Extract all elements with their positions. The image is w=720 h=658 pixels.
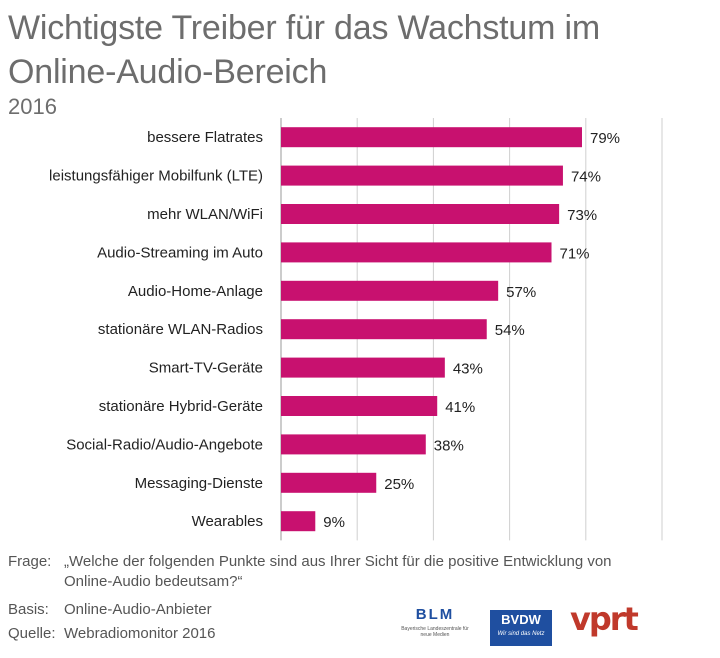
vprt-logo: vprt bbox=[570, 600, 639, 638]
category-label: stationäre Hybrid-Geräte bbox=[99, 398, 263, 415]
value-label: 79% bbox=[590, 130, 620, 147]
value-label: 38% bbox=[434, 437, 464, 454]
footer-question-text: „Welche der folgenden Punkte sind aus Ih… bbox=[64, 553, 612, 590]
blm-logo-subtext: Bayerische Landeszentrale für neue Medie… bbox=[401, 626, 469, 638]
bar bbox=[281, 434, 426, 455]
footer-question: Frage: „Welche der folgenden Punkte sind… bbox=[8, 552, 708, 594]
bar-chart: bessere Flatrates 79% leistungsfähiger Mob… bbox=[49, 118, 663, 541]
logo-row: BLM Bayerische Landeszentrale für neue M… bbox=[395, 600, 695, 650]
bvdw-logo: BVDW Wir sind das Netz bbox=[490, 610, 552, 646]
footer-source: Quelle: Webradiomonitor 2016 bbox=[8, 624, 388, 644]
value-label: 9% bbox=[323, 514, 345, 531]
category-label: Social-Radio/Audio-Angebote bbox=[66, 436, 263, 453]
bar bbox=[281, 472, 377, 493]
bvdw-logo-subtext: Wir sind das Netz bbox=[497, 631, 545, 637]
bar bbox=[281, 280, 499, 301]
value-label: 74% bbox=[571, 169, 601, 186]
value-label: 41% bbox=[445, 399, 475, 416]
bar bbox=[281, 511, 316, 532]
category-label: stationäre WLAN-Radios bbox=[98, 321, 263, 338]
footer-source-label: Quelle: bbox=[8, 625, 56, 642]
bar bbox=[281, 396, 438, 416]
footer-question-label: Frage: bbox=[8, 553, 52, 570]
value-label: 43% bbox=[453, 361, 483, 378]
chart-title: Wichtigste Treiber für das Wachstum im O… bbox=[8, 9, 600, 91]
category-label: Messaging-Dienste bbox=[135, 475, 263, 492]
value-label: 73% bbox=[567, 207, 597, 224]
category-label: bessere Flatrates bbox=[147, 129, 263, 146]
category-label: Audio-Streaming im Auto bbox=[97, 244, 263, 261]
value-label: 71% bbox=[560, 245, 590, 262]
category-label: Smart-TV-Geräte bbox=[149, 360, 263, 377]
category-label: leistungsfähiger Mobilfunk (LTE) bbox=[49, 168, 263, 185]
category-label: Audio-Home-Anlage bbox=[128, 283, 263, 300]
category-label: Wearables bbox=[192, 513, 263, 530]
value-label: 54% bbox=[495, 322, 525, 339]
bar bbox=[281, 204, 560, 224]
bvdw-logo-text: BVDW bbox=[501, 612, 541, 627]
footer-basis: Basis: Online-Audio-Anbieter bbox=[8, 600, 388, 620]
blm-logo-text: BLM bbox=[415, 606, 455, 623]
value-label: 57% bbox=[506, 284, 536, 301]
chart-subtitle: 2016 bbox=[8, 94, 57, 119]
blm-logo: BLM Bayerische Landeszentrale für neue M… bbox=[395, 604, 475, 648]
value-label: 25% bbox=[384, 476, 414, 493]
category-label: mehr WLAN/WiFi bbox=[147, 206, 263, 223]
bar bbox=[281, 127, 582, 148]
footer-source-text: Webradiomonitor 2016 bbox=[64, 625, 216, 642]
bar bbox=[281, 319, 487, 340]
footer-basis-text: Online-Audio-Anbieter bbox=[64, 601, 212, 618]
bar bbox=[281, 357, 445, 378]
footer-basis-label: Basis: bbox=[8, 601, 49, 618]
bar bbox=[281, 165, 563, 186]
bar bbox=[281, 242, 552, 263]
